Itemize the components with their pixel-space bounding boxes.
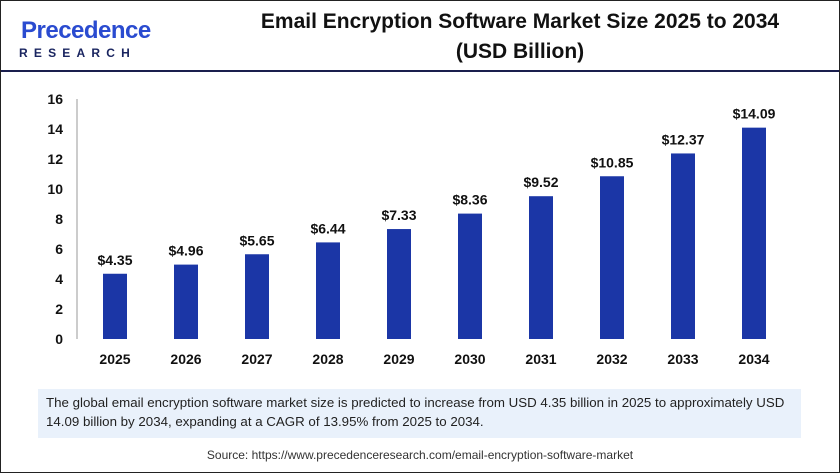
- header-divider: [1, 70, 839, 72]
- source-text: Source: https://www.precedenceresearch.c…: [206, 448, 634, 462]
- data-label: $6.44: [310, 220, 345, 236]
- y-tick-label: 8: [55, 211, 63, 227]
- y-tick-label: 4: [55, 271, 63, 287]
- y-tick-label: 6: [55, 241, 63, 257]
- x-tick-label: 2029: [383, 351, 414, 367]
- logo-subtitle: RESEARCH: [19, 46, 136, 60]
- data-label: $14.09: [733, 106, 776, 122]
- data-label: $4.96: [168, 243, 203, 259]
- chart-title: Email Encryption Software Market Size 20…: [201, 7, 839, 67]
- bar: [387, 229, 411, 339]
- y-tick-label: 12: [47, 151, 63, 167]
- bar: [671, 153, 695, 339]
- bar: [103, 273, 127, 339]
- title-line-2: (USD Billion): [455, 40, 585, 63]
- x-tick-label: 2025: [99, 351, 130, 367]
- y-tick-label: 0: [55, 331, 63, 347]
- data-label: $10.85: [591, 154, 634, 170]
- bar: [174, 264, 198, 339]
- y-tick-label: 16: [47, 91, 63, 107]
- bar: [529, 196, 553, 339]
- x-tick-label: 2033: [667, 351, 698, 367]
- bar: [742, 127, 766, 340]
- x-tick-label: 2027: [241, 351, 272, 367]
- title-line-1: Email Encryption Software Market Size 20…: [260, 10, 780, 33]
- logo-wordmark: Precedence: [21, 17, 151, 44]
- y-tick-label: 14: [47, 121, 63, 137]
- x-tick-label: 2030: [454, 351, 485, 367]
- x-tick-label: 2034: [738, 351, 769, 367]
- x-tick-label: 2031: [525, 351, 556, 367]
- data-label: $9.52: [523, 174, 558, 190]
- x-tick-label: 2026: [170, 351, 201, 367]
- data-label: $8.36: [452, 192, 487, 208]
- bar: [600, 176, 624, 339]
- data-label: $12.37: [662, 131, 705, 147]
- precedence-research-logo: Precedence RESEARCH: [17, 17, 151, 60]
- bar: [316, 242, 340, 339]
- x-tick-label: 2032: [596, 351, 627, 367]
- y-tick-label: 10: [47, 181, 63, 197]
- bar-chart: 0 2 4 6 8 10 12 14 16 $4.35 2025 $4.96 2026 $5.65 2027…: [47, 91, 776, 367]
- bar: [458, 213, 482, 339]
- x-tick-label: 2028: [312, 351, 343, 367]
- y-tick-label: 2: [55, 301, 63, 317]
- info-summary: The global email encryption software mar…: [38, 389, 801, 438]
- bar: [245, 254, 269, 339]
- data-label: $5.65: [239, 232, 274, 248]
- data-label: $4.35: [97, 252, 132, 268]
- data-label: $7.33: [381, 207, 416, 223]
